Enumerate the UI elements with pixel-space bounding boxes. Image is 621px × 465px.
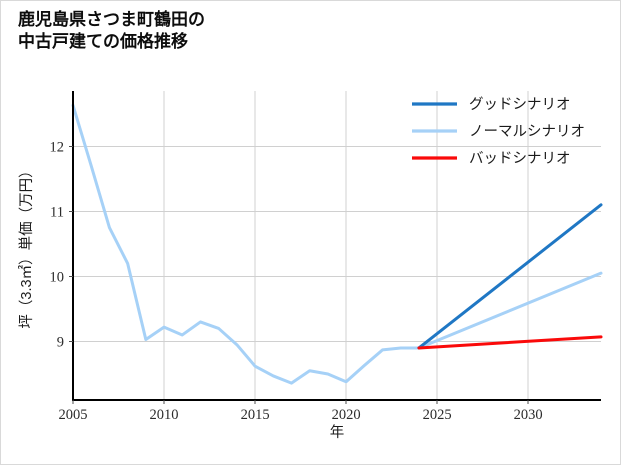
y-tick-label: 11 [50,204,64,220]
legend-label: グッドシナリオ [469,96,571,113]
series-line [417,335,603,350]
x-tick-label: 2030 [514,407,543,423]
y-axis-ticks: 9 10 11 12 [50,139,73,350]
legend-label: バッドシナリオ [469,151,571,167]
x-tick-label: 2025 [423,407,452,423]
x-tick-label: 2020 [332,407,361,423]
legend-label: ノーマルシナリオ [469,124,585,140]
x-tick-label: 2005 [59,407,88,423]
axis-spines [71,91,601,402]
chart-title: 鹿児島県さつま町鶴田の 中古戸建ての価格推移 [18,10,205,52]
y-tick-label: 9 [57,334,64,350]
x-axis-ticks: 2005 2010 2015 2020 2025 2030 [59,400,543,423]
x-tick-label: 2010 [150,407,179,423]
x-axis-title: 年 [330,424,345,441]
series-line [417,203,603,350]
y-tick-label: 10 [50,269,65,285]
y-axis-title: 坪（3.3㎡）単価（万円） [18,163,35,328]
data-series-group [71,103,603,385]
y-tick-label: 12 [50,139,65,155]
x-tick-label: 2015 [241,407,270,423]
gridlines [72,91,601,400]
series-line [71,103,603,385]
